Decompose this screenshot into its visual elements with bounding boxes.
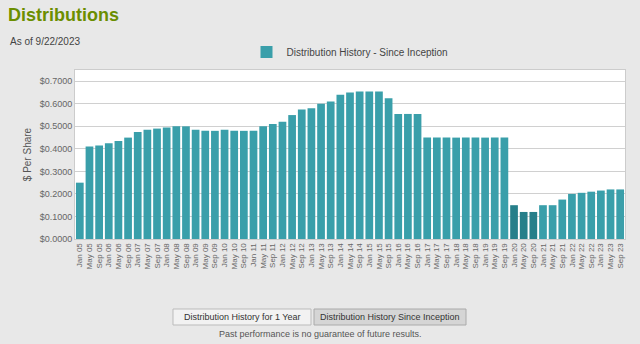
- svg-text:Sep 22: Sep 22: [587, 243, 596, 269]
- svg-text:May 23: May 23: [606, 243, 615, 270]
- svg-text:Sep 06: Sep 06: [124, 243, 133, 269]
- svg-text:$0.1000: $0.1000: [40, 212, 73, 222]
- svg-text:Jan 19: Jan 19: [481, 243, 490, 268]
- svg-text:Jan 10: Jan 10: [220, 243, 229, 268]
- svg-text:Jan 11: Jan 11: [249, 243, 258, 267]
- svg-text:Sep 21: Sep 21: [558, 243, 567, 269]
- svg-text:May 08: May 08: [172, 243, 181, 270]
- svg-text:Sep 23: Sep 23: [616, 243, 625, 269]
- svg-text:May 19: May 19: [490, 243, 499, 270]
- svg-text:May 06: May 06: [114, 243, 123, 270]
- svg-text:Jan 07: Jan 07: [133, 243, 142, 268]
- svg-text:Distribution History for 1 Yea: Distribution History for 1 Year: [184, 312, 301, 322]
- svg-text:Sep 08: Sep 08: [182, 243, 191, 269]
- svg-text:May 05: May 05: [85, 243, 94, 270]
- svg-text:Jan 18: Jan 18: [452, 243, 461, 268]
- svg-text:Sep 07: Sep 07: [153, 243, 162, 269]
- svg-text:Distribution History Since Inc: Distribution History Since Inception: [320, 312, 460, 322]
- svg-text:May 07: May 07: [143, 243, 152, 270]
- svg-text:Jan 22: Jan 22: [568, 243, 577, 268]
- svg-text:$0.2000: $0.2000: [40, 189, 73, 199]
- svg-text:May 17: May 17: [432, 243, 441, 270]
- svg-text:May 20: May 20: [519, 243, 528, 270]
- svg-text:Past performance is no guarant: Past performance is no guarantee of futu…: [219, 329, 422, 339]
- svg-text:Sep 12: Sep 12: [297, 243, 306, 269]
- svg-text:Jan 12: Jan 12: [278, 243, 287, 268]
- svg-text:Distribution History - Since I: Distribution History - Since Inception: [287, 47, 448, 58]
- svg-text:Jan 21: Jan 21: [539, 243, 548, 268]
- svg-text:Jan 09: Jan 09: [191, 243, 200, 268]
- svg-text:Sep 10: Sep 10: [239, 243, 248, 269]
- svg-text:Jan 14: Jan 14: [336, 243, 345, 268]
- svg-text:May 14: May 14: [346, 243, 355, 270]
- svg-text:$0.3000: $0.3000: [40, 167, 73, 177]
- svg-text:Sep 09: Sep 09: [211, 243, 220, 269]
- svg-text:Jan 08: Jan 08: [162, 243, 171, 268]
- svg-text:Sep 14: Sep 14: [355, 243, 364, 269]
- svg-text:May 15: May 15: [375, 243, 384, 270]
- svg-text:Sep 17: Sep 17: [442, 243, 451, 269]
- svg-text:Jan 13: Jan 13: [307, 243, 316, 268]
- svg-text:May 11: May 11: [259, 243, 268, 269]
- svg-text:May 16: May 16: [403, 243, 412, 270]
- svg-text:As of 9/22/2023: As of 9/22/2023: [10, 36, 80, 47]
- svg-text:May 21: May 21: [548, 243, 557, 270]
- svg-text:$0.7000: $0.7000: [40, 76, 73, 86]
- svg-text:May 22: May 22: [577, 243, 586, 270]
- svg-text:$0.5000: $0.5000: [40, 121, 73, 131]
- svg-text:Jan 23: Jan 23: [596, 243, 605, 268]
- svg-text:May 09: May 09: [201, 243, 210, 270]
- svg-text:Jan 05: Jan 05: [75, 243, 84, 268]
- svg-text:$ Per Share: $ Per Share: [22, 127, 33, 181]
- svg-text:Sep 11: Sep 11: [268, 243, 277, 268]
- svg-text:Jan 06: Jan 06: [104, 243, 113, 268]
- svg-text:Sep 18: Sep 18: [471, 243, 480, 269]
- svg-text:Sep 05: Sep 05: [95, 243, 104, 269]
- svg-text:$0.6000: $0.6000: [40, 99, 73, 109]
- svg-text:Jan 15: Jan 15: [365, 243, 374, 268]
- svg-text:Jan 20: Jan 20: [510, 243, 519, 268]
- svg-text:Sep 16: Sep 16: [413, 243, 422, 269]
- svg-text:Jan 17: Jan 17: [423, 243, 432, 268]
- svg-text:May 18: May 18: [461, 243, 470, 270]
- svg-text:$0.4000: $0.4000: [40, 144, 73, 154]
- svg-text:Sep 13: Sep 13: [326, 243, 335, 269]
- svg-text:Distributions: Distributions: [8, 5, 119, 25]
- svg-text:May 13: May 13: [317, 243, 326, 270]
- svg-text:$0.0000: $0.0000: [40, 234, 73, 244]
- svg-text:Sep 15: Sep 15: [384, 243, 393, 269]
- svg-text:Sep 20: Sep 20: [529, 243, 538, 269]
- svg-text:May 10: May 10: [230, 243, 239, 270]
- svg-text:May 12: May 12: [288, 243, 297, 270]
- svg-text:Jan 16: Jan 16: [394, 243, 403, 268]
- svg-text:Sep 19: Sep 19: [500, 243, 509, 269]
